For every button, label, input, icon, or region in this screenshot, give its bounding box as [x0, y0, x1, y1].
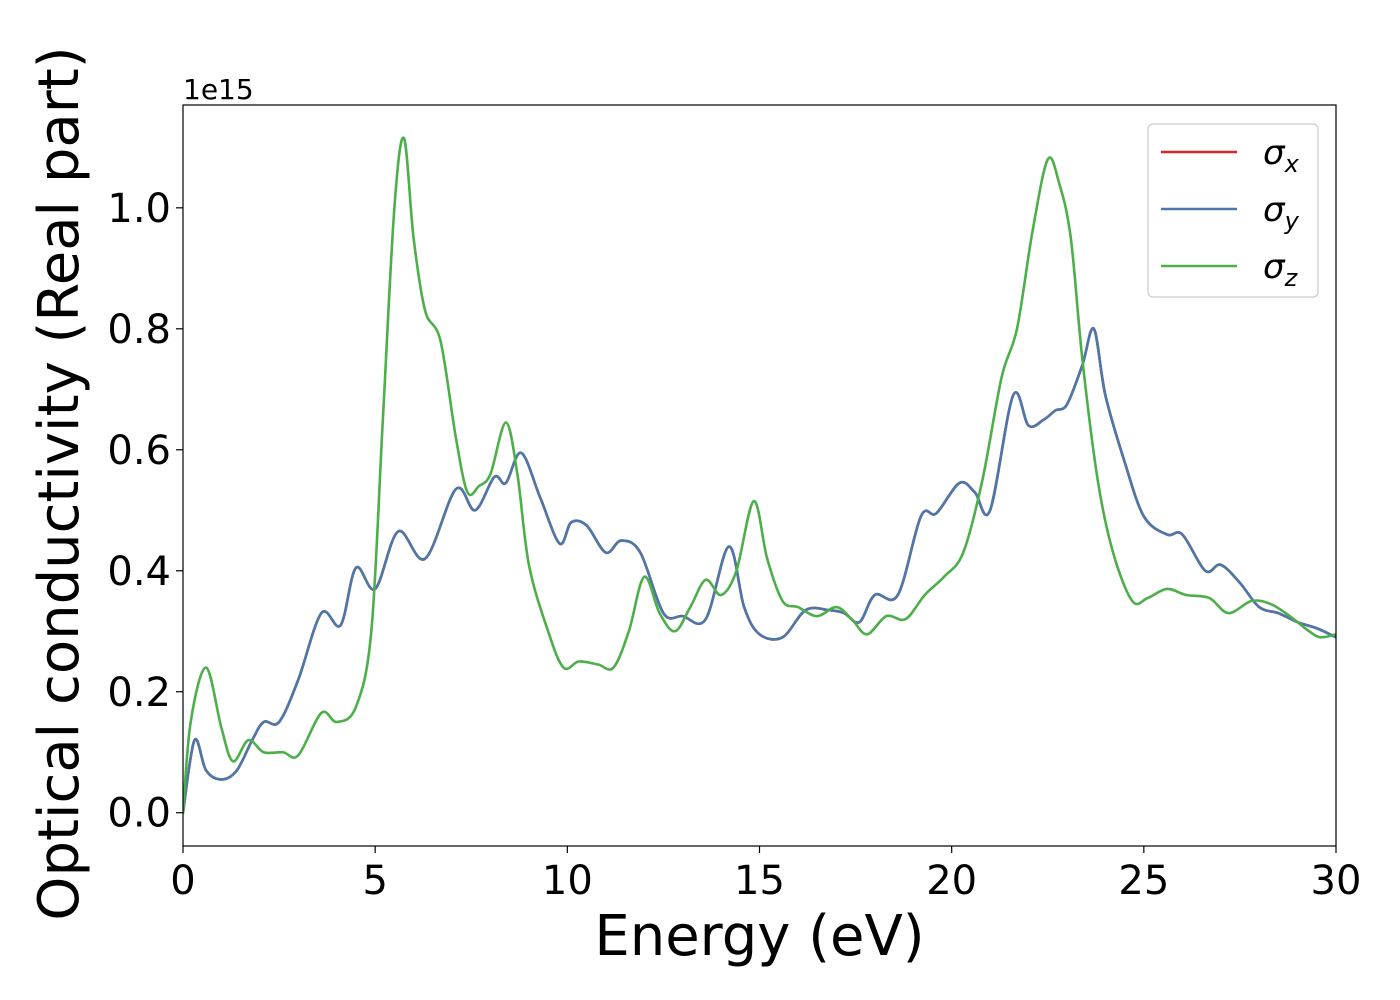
y-tick-label: 0.4	[107, 549, 171, 595]
x-axis-ticks: 0 5 10 15 20 25 30	[170, 846, 1361, 904]
x-tick-label: 25	[1118, 858, 1169, 904]
y-tick-label: 0.6	[107, 428, 171, 474]
x-tick-label: 10	[542, 858, 593, 904]
legend-label-x: σx	[1263, 133, 1300, 178]
y-tick-label: 0.0	[107, 791, 171, 837]
y-tick-label: 0.2	[107, 670, 171, 716]
legend-label-z: σz	[1263, 247, 1299, 292]
x-tick-label: 30	[1311, 858, 1362, 904]
legend: σx σy σz	[1147, 123, 1319, 298]
y-tick-label: 0.8	[107, 307, 171, 353]
y-axis-label: Optical conductivity (Real part)	[27, 46, 92, 920]
x-tick-label: 0	[170, 858, 195, 904]
series-lines	[183, 136, 1336, 815]
x-tick-label: 20	[926, 858, 977, 904]
y-axis-offset-text: 1e15	[183, 73, 254, 106]
x-tick-label: 5	[362, 858, 387, 904]
y-tick-label: 1.0	[107, 186, 171, 232]
x-axis-label: Energy (eV)	[594, 904, 924, 969]
series-line-z	[183, 136, 1336, 815]
y-axis-ticks: 0.0 0.2 0.4 0.6 0.8 1.0	[107, 186, 183, 837]
legend-frame	[1147, 123, 1319, 298]
series-line-y	[183, 327, 1336, 815]
x-tick-label: 15	[734, 858, 785, 904]
legend-label-y: σy	[1263, 190, 1300, 235]
